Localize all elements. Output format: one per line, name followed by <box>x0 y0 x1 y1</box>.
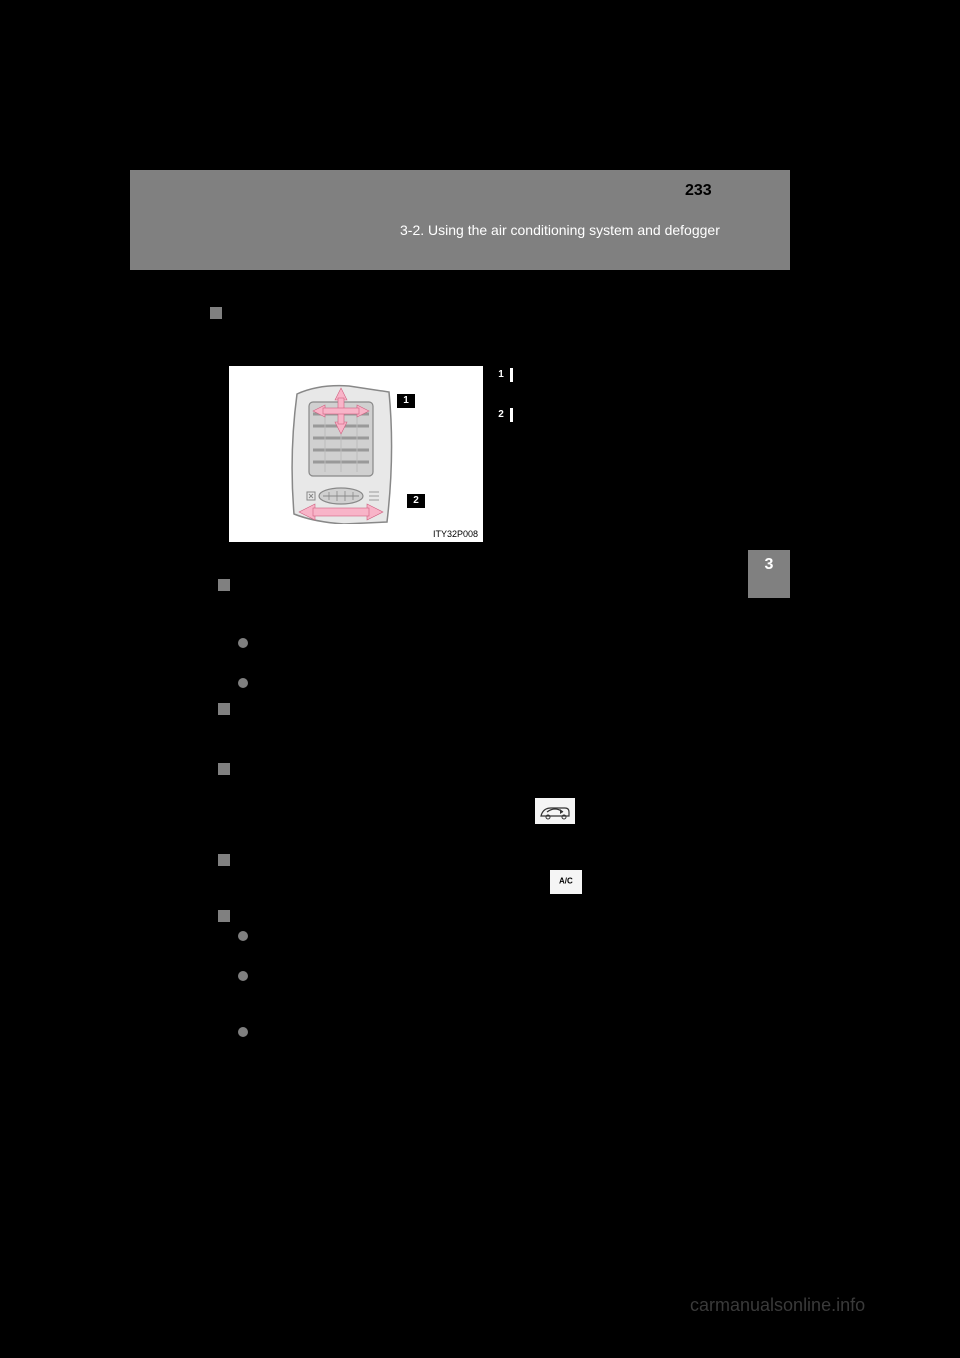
auto-mode-intro: Fan speed is adjusted automatically acco… <box>236 594 741 629</box>
outside-temp-heading: When the outside temperature is low <box>236 851 463 870</box>
recirc-intro: The windows will fog up more easily if r… <box>236 718 741 735</box>
manual-page: 233 3-2. Using the air conditioning syst… <box>130 170 790 1270</box>
diagram-callout-1: 1 <box>397 394 415 408</box>
mode-label: Adjusting and closing the outlet <box>238 348 404 365</box>
callout-text-2: Turn the knob to open or close the vent. <box>518 406 738 423</box>
callout-text-1: Direct air flow to the left or right, up… <box>518 366 738 401</box>
odors-bullet-4: It is recommended that the air condition… <box>254 1043 741 1078</box>
chapter-number: 3 <box>748 556 790 574</box>
page-number: 233 <box>685 182 712 200</box>
bullet-icon <box>238 638 248 648</box>
bullet-icon <box>238 971 248 981</box>
odors-bullet-3: To reduce potential odors from occurring… <box>254 1023 741 1040</box>
chevron-right-icon <box>218 350 232 364</box>
switching-text-after: is selected. <box>581 803 641 817</box>
section-marker <box>218 763 230 775</box>
callout-badge-1: 1 <box>492 368 510 382</box>
chapter-tab: 3 <box>748 550 790 598</box>
switching-text-before: Recirculated air mode or outside air mod… <box>236 780 741 817</box>
diagram-code: ITY32P008 <box>433 529 478 539</box>
recirculate-button-icon <box>534 797 576 825</box>
bullet-icon <box>238 678 248 688</box>
switching-intro: Recirculated air mode or outside air mod… <box>236 778 741 825</box>
recirc-heading: Using the system in recirculated air mod… <box>236 700 494 719</box>
section-marker <box>218 579 230 591</box>
outside-temp-after: is pressed. <box>588 874 646 888</box>
section-marker <box>218 703 230 715</box>
odors-bullet-5: The start timing of the blower may be de… <box>254 1081 741 1116</box>
auto-mode-bullet-2: Cool air may flow to the area around the… <box>254 674 741 691</box>
rear-outlets-heading: Rear outlets <box>230 304 305 323</box>
ac-button-icon: A/C <box>549 869 583 895</box>
odors-heading: Ventilation and air conditioning odors <box>236 907 469 926</box>
chapter-label: Interior features <box>755 640 765 703</box>
section-title: 3-2. Using the air conditioning system a… <box>400 222 720 238</box>
divider <box>210 560 748 561</box>
section-marker <box>218 854 230 866</box>
section-marker <box>218 910 230 922</box>
watermark: carmanualsonline.info <box>690 1295 865 1316</box>
switching-heading: Switching between outside air and recirc… <box>236 760 591 779</box>
odors-bullet-1: To let fresh air in, set the air conditi… <box>254 927 741 944</box>
diagram-callout-2: 2 <box>407 494 425 508</box>
section-marker <box>210 307 222 319</box>
auto-mode-heading: Using automatic mode <box>236 576 375 595</box>
header-band: 233 3-2. Using the air conditioning syst… <box>130 170 790 270</box>
vent-illustration <box>289 384 399 524</box>
odors-bullet-2: During use, various odors from inside an… <box>254 967 741 1019</box>
outside-temp-intro: The dehumidification function may not op… <box>236 869 741 895</box>
vent-diagram: 1 2 ITY32P008 <box>228 365 484 543</box>
bullet-icon <box>238 1027 248 1037</box>
outside-temp-before: The dehumidification function may not op… <box>236 874 544 888</box>
callout-badge-2: 2 <box>492 408 510 422</box>
auto-mode-bullet-1: Immediately after the switch is pressed,… <box>254 634 741 669</box>
bullet-icon <box>238 931 248 941</box>
